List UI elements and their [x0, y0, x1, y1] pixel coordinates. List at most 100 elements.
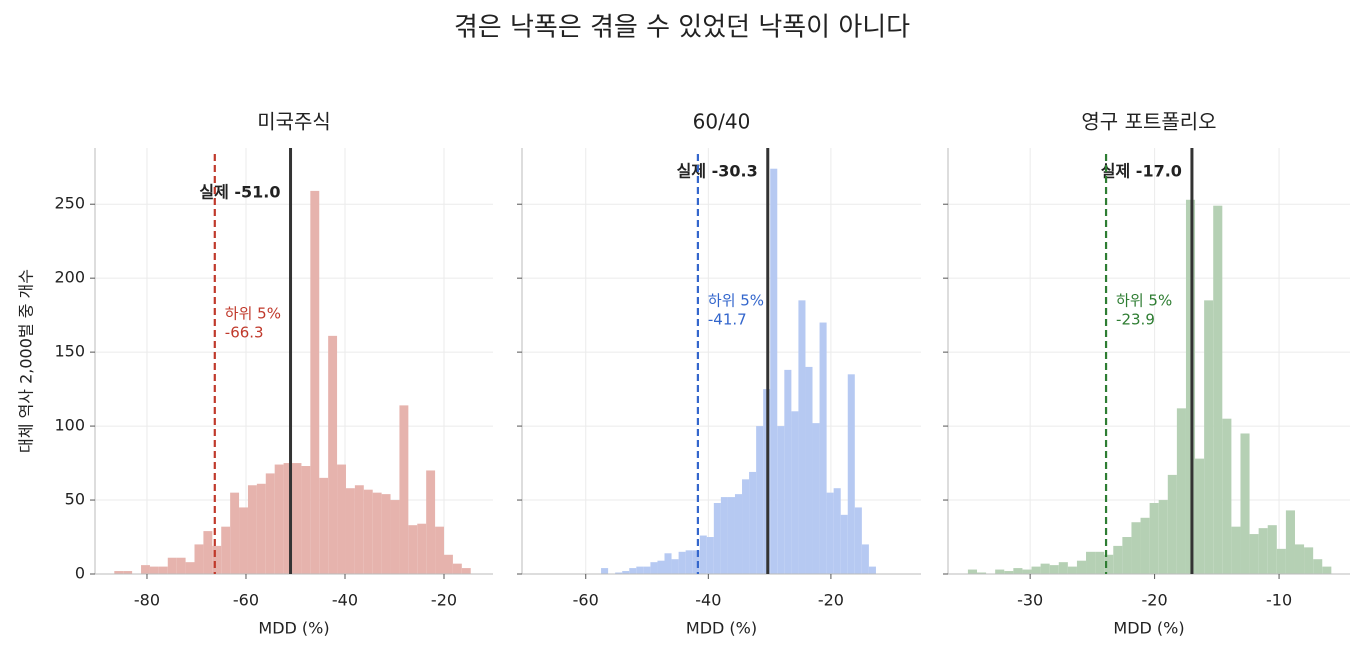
y-tick-label: 100 — [54, 416, 85, 435]
histogram-bar — [1204, 300, 1214, 574]
histogram-bar — [1122, 537, 1132, 574]
histogram-bar — [1285, 510, 1295, 574]
bottom5-value: -66.3 — [225, 324, 264, 342]
histogram-bar — [636, 566, 644, 574]
histogram-bar — [671, 559, 679, 574]
histogram-bar — [791, 411, 799, 574]
histogram-bar — [643, 566, 651, 574]
histogram-bar — [123, 571, 133, 574]
histogram-bar — [1140, 517, 1150, 574]
histogram-bar — [1313, 559, 1323, 574]
histogram-bar — [819, 322, 827, 574]
x-axis-label: MDD (%) — [686, 619, 757, 638]
y-tick-label: 250 — [54, 194, 85, 213]
suptitle: 겪은 낙폭은 겪을 수 있었던 낙폭이 아니다 — [454, 13, 910, 43]
bottom5-label: 하위 5% — [1116, 292, 1172, 310]
histogram-bar — [1113, 545, 1123, 574]
histogram-bar — [727, 497, 735, 574]
histogram-bar — [1004, 571, 1014, 574]
x-tick-label: -40 — [695, 591, 721, 610]
histogram-bar — [1167, 474, 1177, 574]
histogram-bar — [650, 562, 658, 574]
histogram-bar — [734, 494, 743, 574]
histogram-bar — [319, 477, 329, 574]
histogram-bar — [1031, 566, 1041, 574]
histogram-bar — [784, 369, 792, 574]
histogram-bar — [1076, 560, 1087, 574]
histogram-bar — [1304, 547, 1314, 574]
histogram-bar — [976, 572, 987, 574]
histogram-bar — [158, 566, 168, 574]
y-tick-label: 50 — [65, 490, 85, 509]
histogram-bar — [805, 366, 813, 574]
histogram-bar — [1276, 548, 1286, 574]
histogram-bar — [777, 426, 785, 574]
histogram-bar — [868, 566, 876, 574]
histogram-bar — [1058, 562, 1068, 574]
x-tick-label: -60 — [573, 591, 599, 610]
histogram-bar — [861, 544, 869, 574]
histogram-bar — [826, 492, 834, 574]
bottom5-value: -23.9 — [1116, 311, 1155, 329]
histogram-bar — [230, 492, 240, 574]
histogram-bar — [247, 485, 257, 574]
histogram-bar — [678, 551, 686, 574]
histogram-bar — [1249, 534, 1259, 574]
x-axis-label: MDD (%) — [258, 619, 329, 638]
histogram-bar — [742, 479, 750, 574]
x-tick-label: -60 — [233, 591, 259, 610]
x-tick-label: -30 — [1017, 591, 1043, 610]
histogram-bar — [1222, 418, 1232, 574]
x-tick-label: -20 — [1142, 591, 1168, 610]
histogram-bar — [399, 405, 409, 574]
histogram-bar — [149, 566, 159, 574]
actual-label: 실제 -30.3 — [677, 162, 758, 181]
histogram-bar — [443, 554, 453, 574]
histogram-bar — [265, 473, 275, 574]
histogram-bar — [194, 544, 204, 574]
y-axis-label: 대체 역사 2,000벌 중 개수 — [17, 269, 36, 453]
histogram-bar — [657, 560, 665, 574]
actual-label: 실제 -17.0 — [1101, 162, 1182, 181]
histogram-bar — [274, 464, 284, 574]
histogram-bar — [1013, 568, 1023, 574]
histogram-bar — [221, 526, 231, 574]
histogram-bar — [176, 557, 186, 574]
histogram-bar — [713, 503, 721, 574]
actual-label: 실제 -51.0 — [199, 183, 280, 202]
bottom5-label: 하위 5% — [708, 292, 764, 310]
histogram-bar — [435, 526, 444, 574]
histogram-bar — [1294, 544, 1305, 574]
histogram-bar — [720, 497, 728, 574]
histogram-bar — [1267, 525, 1277, 574]
x-tick-label: -40 — [332, 591, 358, 610]
histogram-bar — [756, 426, 764, 574]
histogram-bar — [1104, 554, 1114, 574]
y-tick-label: 0 — [75, 564, 85, 583]
histogram-bar — [622, 571, 630, 574]
histogram-bar — [212, 545, 222, 574]
histogram-bar — [381, 494, 391, 574]
histogram-bar — [699, 535, 707, 574]
bottom5-label: 하위 5% — [225, 305, 281, 323]
histogram-bar — [967, 569, 977, 574]
x-tick-label: -80 — [134, 591, 160, 610]
histogram-bar — [833, 488, 841, 574]
histogram-bar — [615, 572, 623, 574]
histogram-bar — [354, 485, 364, 574]
histogram-bar — [337, 464, 346, 574]
histogram-bar — [1049, 565, 1059, 574]
histogram-bar — [114, 571, 124, 574]
histogram-bar — [770, 168, 778, 575]
panel-title: 영구 포트폴리오 — [1081, 110, 1216, 134]
bottom5-value: -41.7 — [708, 311, 747, 329]
histogram-bar — [1240, 433, 1250, 574]
histogram-bar — [203, 531, 213, 574]
histogram-bar — [1086, 551, 1096, 574]
histogram-bar — [706, 537, 714, 574]
histogram-bar — [452, 563, 462, 574]
histogram-bar — [692, 550, 700, 574]
histogram-bar — [1231, 526, 1241, 574]
histogram-bar — [408, 525, 418, 574]
